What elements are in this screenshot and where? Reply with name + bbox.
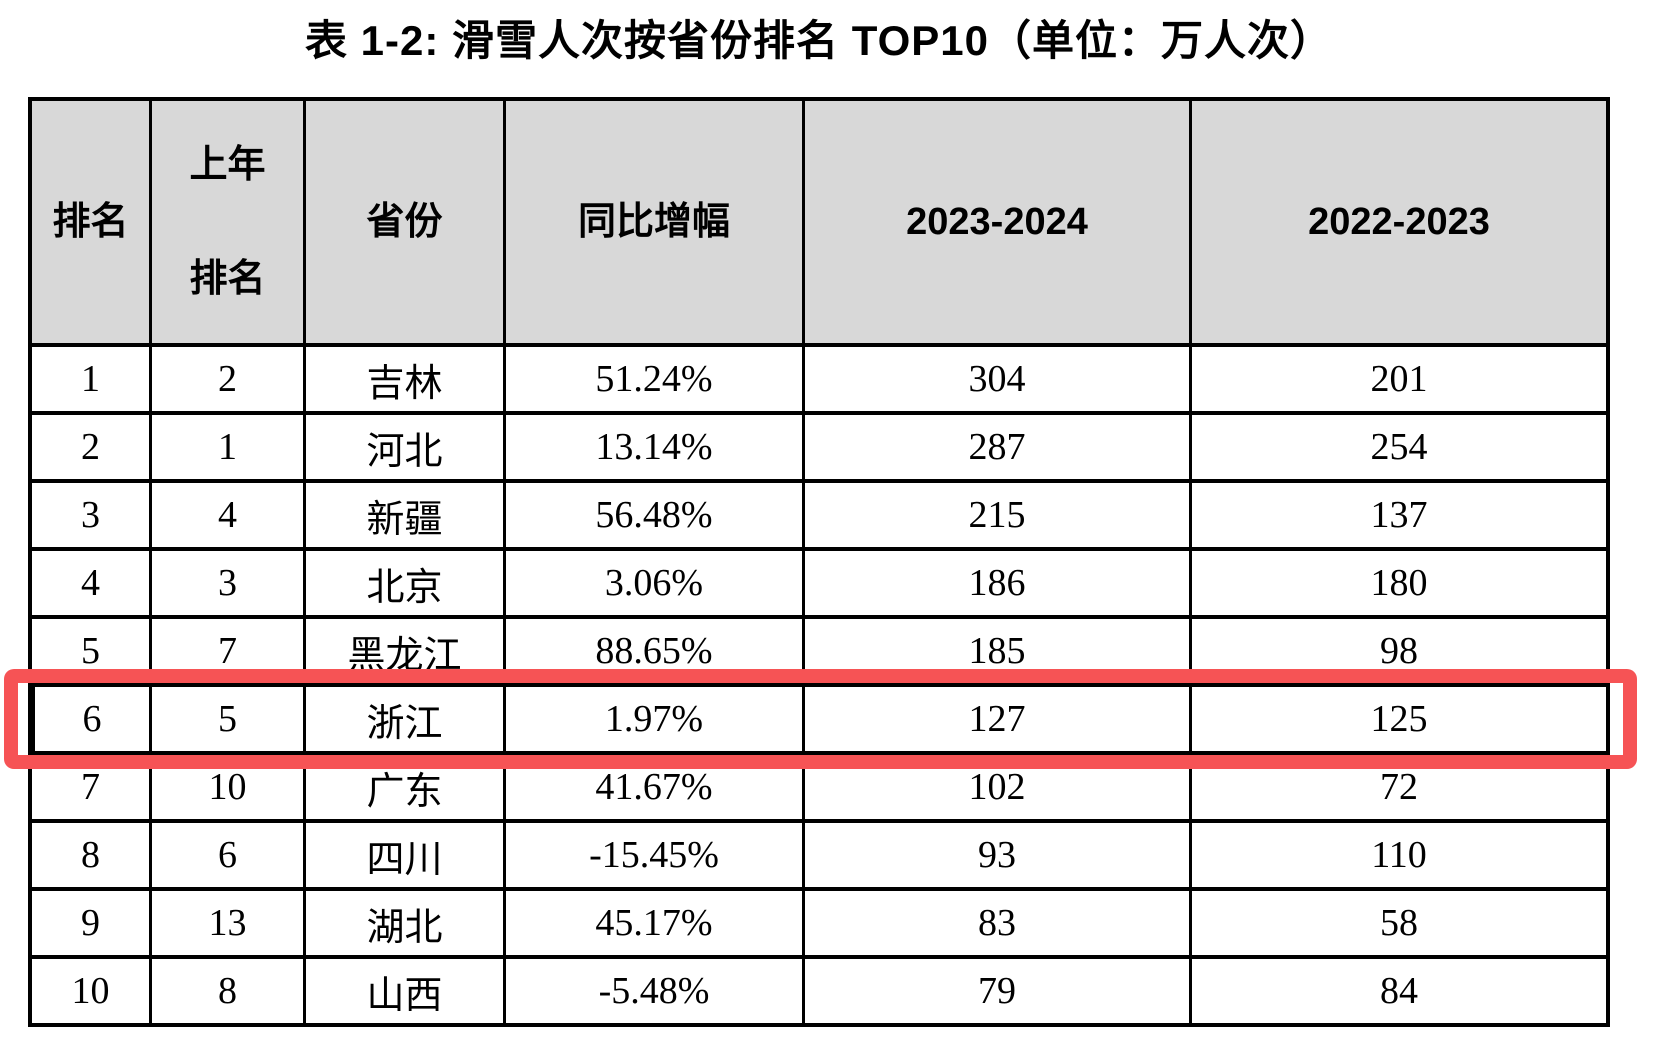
cell-season-2022-2023: 110	[1189, 823, 1606, 887]
table-row: 1 2 吉林 51.24% 304 201	[32, 343, 1606, 411]
cell-province: 广东	[303, 755, 503, 819]
cell-province: 山西	[303, 959, 503, 1023]
cell-season-2022-2023: 72	[1189, 755, 1606, 819]
cell-rank: 2	[81, 426, 100, 468]
cell-rank: 7	[81, 766, 100, 808]
cell-province: 北京	[303, 551, 503, 615]
cell-yoy-growth: 13.14%	[503, 415, 802, 479]
table-title: 表 1-2: 滑雪人次按省份排名 TOP10（单位：万人次）	[305, 17, 1333, 64]
cell-season-2022-2023: 125	[1189, 687, 1606, 751]
cell-season-2023-2024: 83	[802, 891, 1189, 955]
cell-yoy-growth: 88.65%	[503, 619, 802, 683]
cell-province: 浙江	[303, 687, 503, 751]
cell-season-2023-2024: 215	[802, 483, 1189, 547]
table-row: 4 3 北京 3.06% 186 180	[32, 547, 1606, 615]
table-row: 10 8 山西 -5.48% 79 84	[32, 955, 1606, 1023]
cell-yoy-growth: -15.45%	[503, 823, 802, 887]
cell-rank: 8	[81, 834, 100, 876]
table-body: 1 2 吉林 51.24% 304 201 2 1 河北 13.14% 287 254 3 4 新疆 56.4…	[4, 343, 1637, 1023]
cell-season-2022-2023: 58	[1189, 891, 1606, 955]
table-row: 9 13 湖北 45.17% 83 58	[32, 887, 1606, 955]
cell-province: 吉林	[303, 347, 503, 411]
cell-prev-rank: 2	[149, 347, 303, 411]
cell-season-2022-2023: 201	[1189, 347, 1606, 411]
table-row: 5 7 黑龙江 88.65% 185 98	[32, 615, 1606, 683]
cell-yoy-growth: 45.17%	[503, 891, 802, 955]
cell-season-2023-2024: 185	[802, 619, 1189, 683]
cell-prev-rank: 4	[149, 483, 303, 547]
cell-season-2022-2023: 84	[1189, 959, 1606, 1023]
ski-ranking-table: 排名 上年 排名 省份 同比增幅 2023-2024 2022-2023 1 2 吉林 51.2…	[4, 97, 1637, 1027]
cell-prev-rank: 1	[149, 415, 303, 479]
cell-yoy-growth: -5.48%	[503, 959, 802, 1023]
cell-rank: 6	[32, 687, 149, 751]
cell-prev-rank: 6	[149, 823, 303, 887]
column-header-season-2022-2023: 2022-2023	[1189, 101, 1606, 343]
column-header-prev-rank: 上年 排名	[149, 101, 303, 343]
cell-province: 湖北	[303, 891, 503, 955]
cell-prev-rank: 7	[149, 619, 303, 683]
cell-yoy-growth: 1.97%	[503, 687, 802, 751]
cell-rank: 5	[81, 630, 100, 672]
column-header-season-2023-2024: 2023-2024	[802, 101, 1189, 343]
table-row: 7 10 广东 41.67% 102 72	[32, 751, 1606, 819]
column-header-rank: 排名	[52, 201, 129, 243]
cell-province: 河北	[303, 415, 503, 479]
cell-season-2023-2024: 186	[802, 551, 1189, 615]
cell-rank: 10	[71, 970, 110, 1012]
cell-province: 黑龙江	[303, 619, 503, 683]
cell-season-2022-2023: 137	[1189, 483, 1606, 547]
table-row: 2 1 河北 13.14% 287 254	[32, 411, 1606, 479]
column-header-province: 省份	[303, 101, 503, 343]
cell-yoy-growth: 3.06%	[503, 551, 802, 615]
cell-season-2023-2024: 93	[802, 823, 1189, 887]
cell-prev-rank: 10	[149, 755, 303, 819]
cell-season-2023-2024: 79	[802, 959, 1189, 1023]
table-row: 6 5 浙江 1.97% 127 125	[4, 669, 1637, 769]
cell-season-2022-2023: 254	[1189, 415, 1606, 479]
cell-season-2023-2024: 287	[802, 415, 1189, 479]
cell-season-2023-2024: 102	[802, 755, 1189, 819]
cell-season-2023-2024: 304	[802, 347, 1189, 411]
table-row: 3 4 新疆 56.48% 215 137	[32, 479, 1606, 547]
cell-yoy-growth: 51.24%	[503, 347, 802, 411]
cell-yoy-growth: 41.67%	[503, 755, 802, 819]
cell-province: 四川	[303, 823, 503, 887]
cell-prev-rank: 8	[149, 959, 303, 1023]
cell-rank: 9	[81, 902, 100, 944]
cell-rank: 4	[81, 562, 100, 604]
cell-season-2022-2023: 180	[1189, 551, 1606, 615]
cell-rank: 3	[81, 494, 100, 536]
cell-prev-rank: 3	[149, 551, 303, 615]
table-row: 8 6 四川 -15.45% 93 110	[32, 819, 1606, 887]
table-header-row: 排名 上年 排名 省份 同比增幅 2023-2024 2022-2023	[32, 101, 1606, 343]
cell-season-2023-2024: 127	[802, 687, 1189, 751]
cell-season-2022-2023: 98	[1189, 619, 1606, 683]
cell-prev-rank: 13	[149, 891, 303, 955]
cell-province: 新疆	[303, 483, 503, 547]
cell-rank: 1	[81, 358, 100, 400]
cell-yoy-growth: 56.48%	[503, 483, 802, 547]
cell-prev-rank: 5	[149, 687, 303, 751]
column-header-yoy-growth: 同比增幅	[503, 101, 802, 343]
